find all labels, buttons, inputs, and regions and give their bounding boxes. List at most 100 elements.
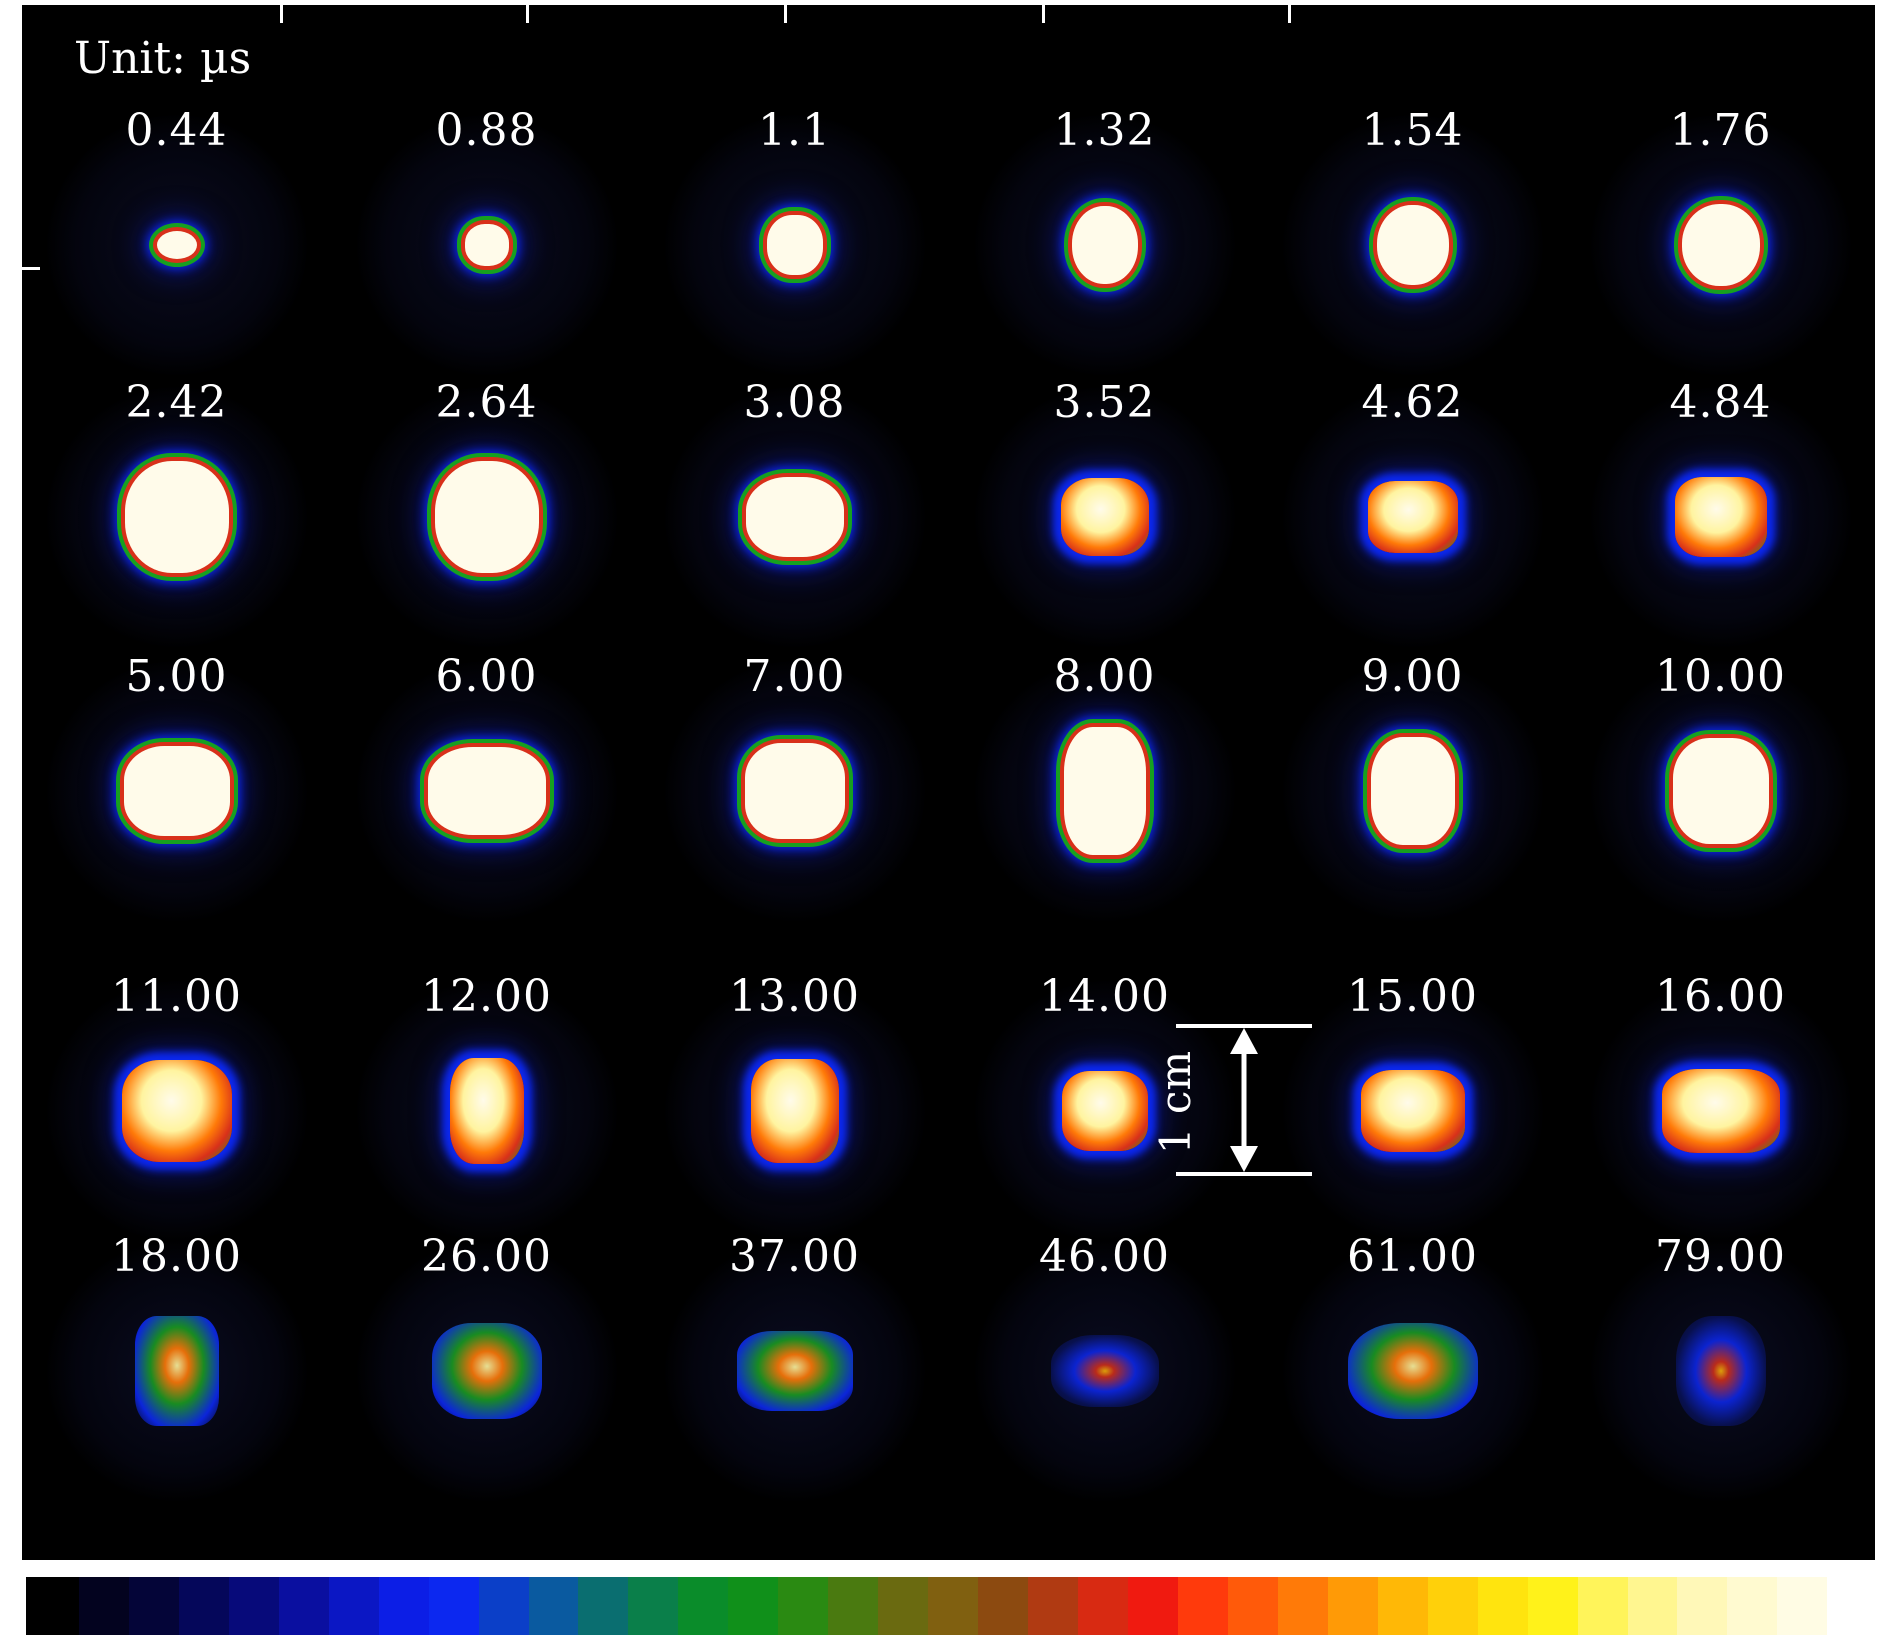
colorbar-swatch — [378, 1577, 429, 1635]
frame-time-label: 1.1 — [758, 105, 831, 156]
plasma-plume — [1367, 481, 1458, 553]
frame-panel: 11.00 — [22, 971, 331, 1241]
frame-time-label: 14.00 — [1039, 971, 1170, 1022]
frame-time-label: 6.00 — [435, 651, 538, 702]
frame-panel: 9.00 — [1258, 651, 1567, 921]
frame-panel: 1.76 — [1566, 105, 1875, 375]
frame-panel: 46.00 — [950, 1231, 1259, 1501]
plasma-plume — [1370, 737, 1455, 845]
plasma-plume — [744, 743, 845, 839]
colorbar-swatch — [1377, 1577, 1428, 1635]
plasma-plume — [1063, 727, 1146, 855]
frame-panel: 13.00 — [640, 971, 949, 1241]
colorbar-swatch — [1127, 1577, 1178, 1635]
plasma-plume — [431, 1323, 542, 1419]
scale-bar-arrow — [1176, 1024, 1312, 1176]
colorbar-swatch — [78, 1577, 129, 1635]
colorbar-swatch — [1827, 1577, 1878, 1635]
frame-panel: 3.08 — [640, 377, 949, 647]
frame-time-label: 2.64 — [435, 377, 538, 428]
frame-panel: 15.00 — [1258, 971, 1567, 1241]
plasma-plume — [434, 461, 539, 573]
colorbar-swatch — [578, 1577, 629, 1635]
colorbar-swatch — [1028, 1577, 1079, 1635]
frame-panel: 7.00 — [640, 651, 949, 921]
plasma-plume — [427, 747, 546, 835]
frame-time-label: 46.00 — [1039, 1231, 1170, 1282]
plasma-plume — [766, 215, 823, 275]
frame-tick — [1042, 5, 1045, 23]
colorbar-swatch — [728, 1577, 779, 1635]
colorbar-swatch — [1627, 1577, 1678, 1635]
colorbar-swatch — [878, 1577, 929, 1635]
colorbar-swatch — [1527, 1577, 1578, 1635]
frame-time-label: 10.00 — [1655, 651, 1786, 702]
frame-panel: 0.44 — [22, 105, 331, 375]
scale-bar: 1 cm — [1151, 1020, 1312, 1180]
frame-time-label: 26.00 — [421, 1231, 552, 1282]
colorbar-swatch — [1327, 1577, 1378, 1635]
plasma-plume — [121, 1060, 232, 1162]
plasma-plume — [1050, 1335, 1159, 1407]
plasma-plume — [1675, 1316, 1766, 1426]
frame-time-label: 16.00 — [1655, 971, 1786, 1022]
plasma-plume — [1347, 1323, 1478, 1419]
plasma-plume — [1060, 478, 1149, 556]
frame-time-label: 4.62 — [1361, 377, 1464, 428]
frame-panel: 79.00 — [1566, 1231, 1875, 1501]
frame-panel: 12.00 — [332, 971, 641, 1241]
frame-panel: 4.84 — [1566, 377, 1875, 647]
frame-time-label: 0.88 — [435, 105, 538, 156]
plasma-plume — [464, 224, 509, 266]
frame-panel: 5.00 — [22, 651, 331, 921]
frame-time-label: 9.00 — [1361, 651, 1464, 702]
frame-panel: 1.32 — [950, 105, 1259, 375]
frame-time-label: 3.52 — [1053, 377, 1156, 428]
frame-panel: 2.42 — [22, 377, 331, 647]
plasma-plume — [124, 461, 229, 573]
colorbar-swatch — [1277, 1577, 1328, 1635]
colorbar-swatch — [678, 1577, 729, 1635]
colorbar-swatch — [478, 1577, 529, 1635]
frame-panel: 2.64 — [332, 377, 641, 647]
frame-panel: 18.00 — [22, 1231, 331, 1501]
plasma-plume — [750, 1059, 839, 1163]
colorbar-swatch — [1477, 1577, 1528, 1635]
colorbar-swatch — [628, 1577, 679, 1635]
frame-panel: 10.00 — [1566, 651, 1875, 921]
frame-panel: 16.00 — [1566, 971, 1875, 1241]
plasma-plume — [1061, 1071, 1148, 1151]
colorbar-swatch — [178, 1577, 229, 1635]
frame-panel: 6.00 — [332, 651, 641, 921]
plasma-plume — [123, 746, 230, 836]
figure-canvas: Unit: µs 0.44 0.88 1.1 1.32 1.54 1.76 2.42 2.64… — [22, 5, 1875, 1560]
frame-tick — [280, 5, 283, 23]
colorbar-swatch — [428, 1577, 479, 1635]
plasma-plume — [156, 231, 197, 259]
frame-time-label: 1.32 — [1053, 105, 1156, 156]
colorbar-swatch — [828, 1577, 879, 1635]
colorbar-swatch — [1177, 1577, 1228, 1635]
frame-time-label: 0.44 — [125, 105, 228, 156]
frame-time-label: 1.76 — [1669, 105, 1772, 156]
frame-tick — [22, 267, 40, 270]
colorbar-swatch — [1427, 1577, 1478, 1635]
frame-panel: 3.52 — [950, 377, 1259, 647]
frame-panel: 1.1 — [640, 105, 949, 375]
frame-tick — [1288, 5, 1291, 23]
plasma-plume — [134, 1316, 219, 1426]
plasma-plume — [1681, 204, 1760, 286]
colorbar-swatch — [1227, 1577, 1278, 1635]
frame-time-label: 18.00 — [111, 1231, 242, 1282]
frame-time-label: 8.00 — [1053, 651, 1156, 702]
frame-time-label: 13.00 — [729, 971, 860, 1022]
frame-tick — [784, 5, 787, 23]
plasma-plume — [745, 477, 844, 557]
plasma-plume — [1360, 1070, 1465, 1152]
frame-panel: 1.54 — [1258, 105, 1567, 375]
plasma-plume — [1672, 738, 1769, 844]
plasma-plume — [1071, 206, 1138, 284]
plasma-plume — [449, 1058, 524, 1164]
colorbar-swatch — [978, 1577, 1029, 1635]
colorbar-swatch — [1727, 1577, 1778, 1635]
